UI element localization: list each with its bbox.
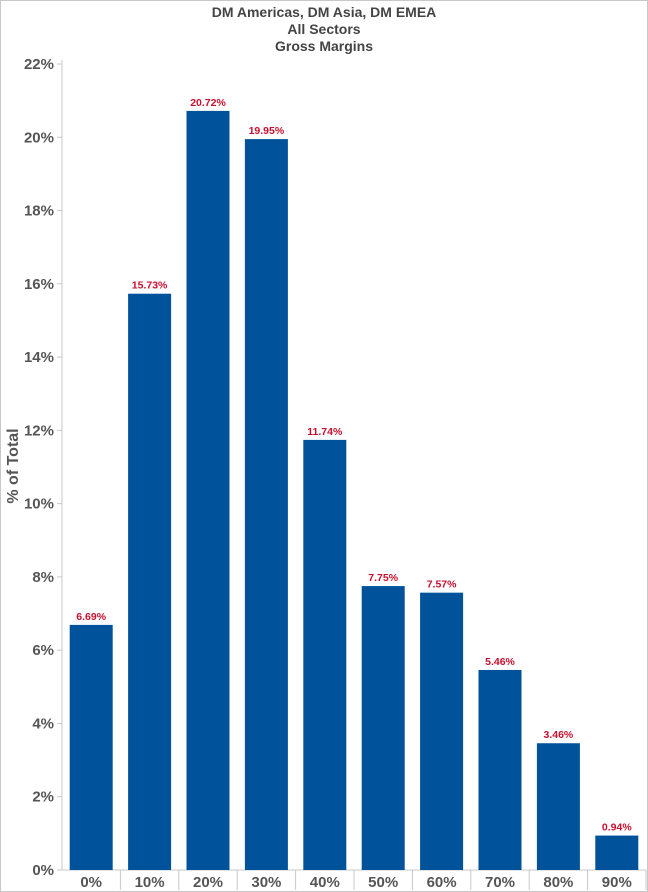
chart-title: DM Americas, DM Asia, DM EMEA <box>211 4 437 20</box>
x-tick-label: 50% <box>368 874 398 891</box>
chart-subtitle-metric: Gross Margins <box>274 38 374 54</box>
y-tick-label: 18% <box>24 203 54 220</box>
y-tick-label: 10% <box>24 496 54 513</box>
data-label: 15.73% <box>132 280 168 292</box>
x-tick-label: 60% <box>427 874 457 891</box>
x-tick-label: 90% <box>602 874 632 891</box>
data-label: 20.72% <box>190 97 226 109</box>
data-label: 7.57% <box>427 579 457 591</box>
y-tick-label: 8% <box>32 569 54 586</box>
data-label: 19.95% <box>249 125 285 137</box>
chart-subtitle-sectors: All Sectors <box>287 21 361 37</box>
bar <box>128 293 172 871</box>
y-tick-label: 2% <box>32 789 54 806</box>
y-tick-label: 4% <box>32 715 54 732</box>
y-tick-label: 20% <box>24 129 54 146</box>
y-tick-label: 0% <box>32 862 54 879</box>
data-label: 6.69% <box>76 611 106 623</box>
bar <box>361 586 405 870</box>
bar <box>244 139 288 870</box>
bar <box>69 624 113 870</box>
y-tick-label: 16% <box>24 276 54 293</box>
bar <box>478 669 522 870</box>
y-tick-label: 6% <box>32 642 54 659</box>
x-tick-label: 0% <box>80 874 102 891</box>
data-label: 5.46% <box>485 656 515 668</box>
y-axis-label: % of Total <box>5 428 22 503</box>
x-tick-label: 40% <box>310 874 340 891</box>
bar <box>536 743 580 870</box>
x-tick-label: 10% <box>135 874 165 891</box>
x-tick-label: 30% <box>251 874 281 891</box>
bar <box>303 439 347 870</box>
bar <box>186 110 230 871</box>
data-label: 0.94% <box>602 822 632 834</box>
chart-titles: DM Americas, DM Asia, DM EMEA All Sector… <box>0 4 648 55</box>
bar <box>595 835 639 870</box>
y-tick-label: 22% <box>24 56 54 73</box>
data-label: 11.74% <box>307 426 343 438</box>
data-label: 7.75% <box>368 572 398 584</box>
data-label: 3.46% <box>544 729 574 741</box>
y-tick-label: 12% <box>24 422 54 439</box>
x-tick-label: 20% <box>193 874 223 891</box>
y-tick-label: 14% <box>24 349 54 366</box>
x-tick-label: 70% <box>485 874 515 891</box>
bar <box>420 592 464 870</box>
x-tick-label: 80% <box>543 874 573 891</box>
